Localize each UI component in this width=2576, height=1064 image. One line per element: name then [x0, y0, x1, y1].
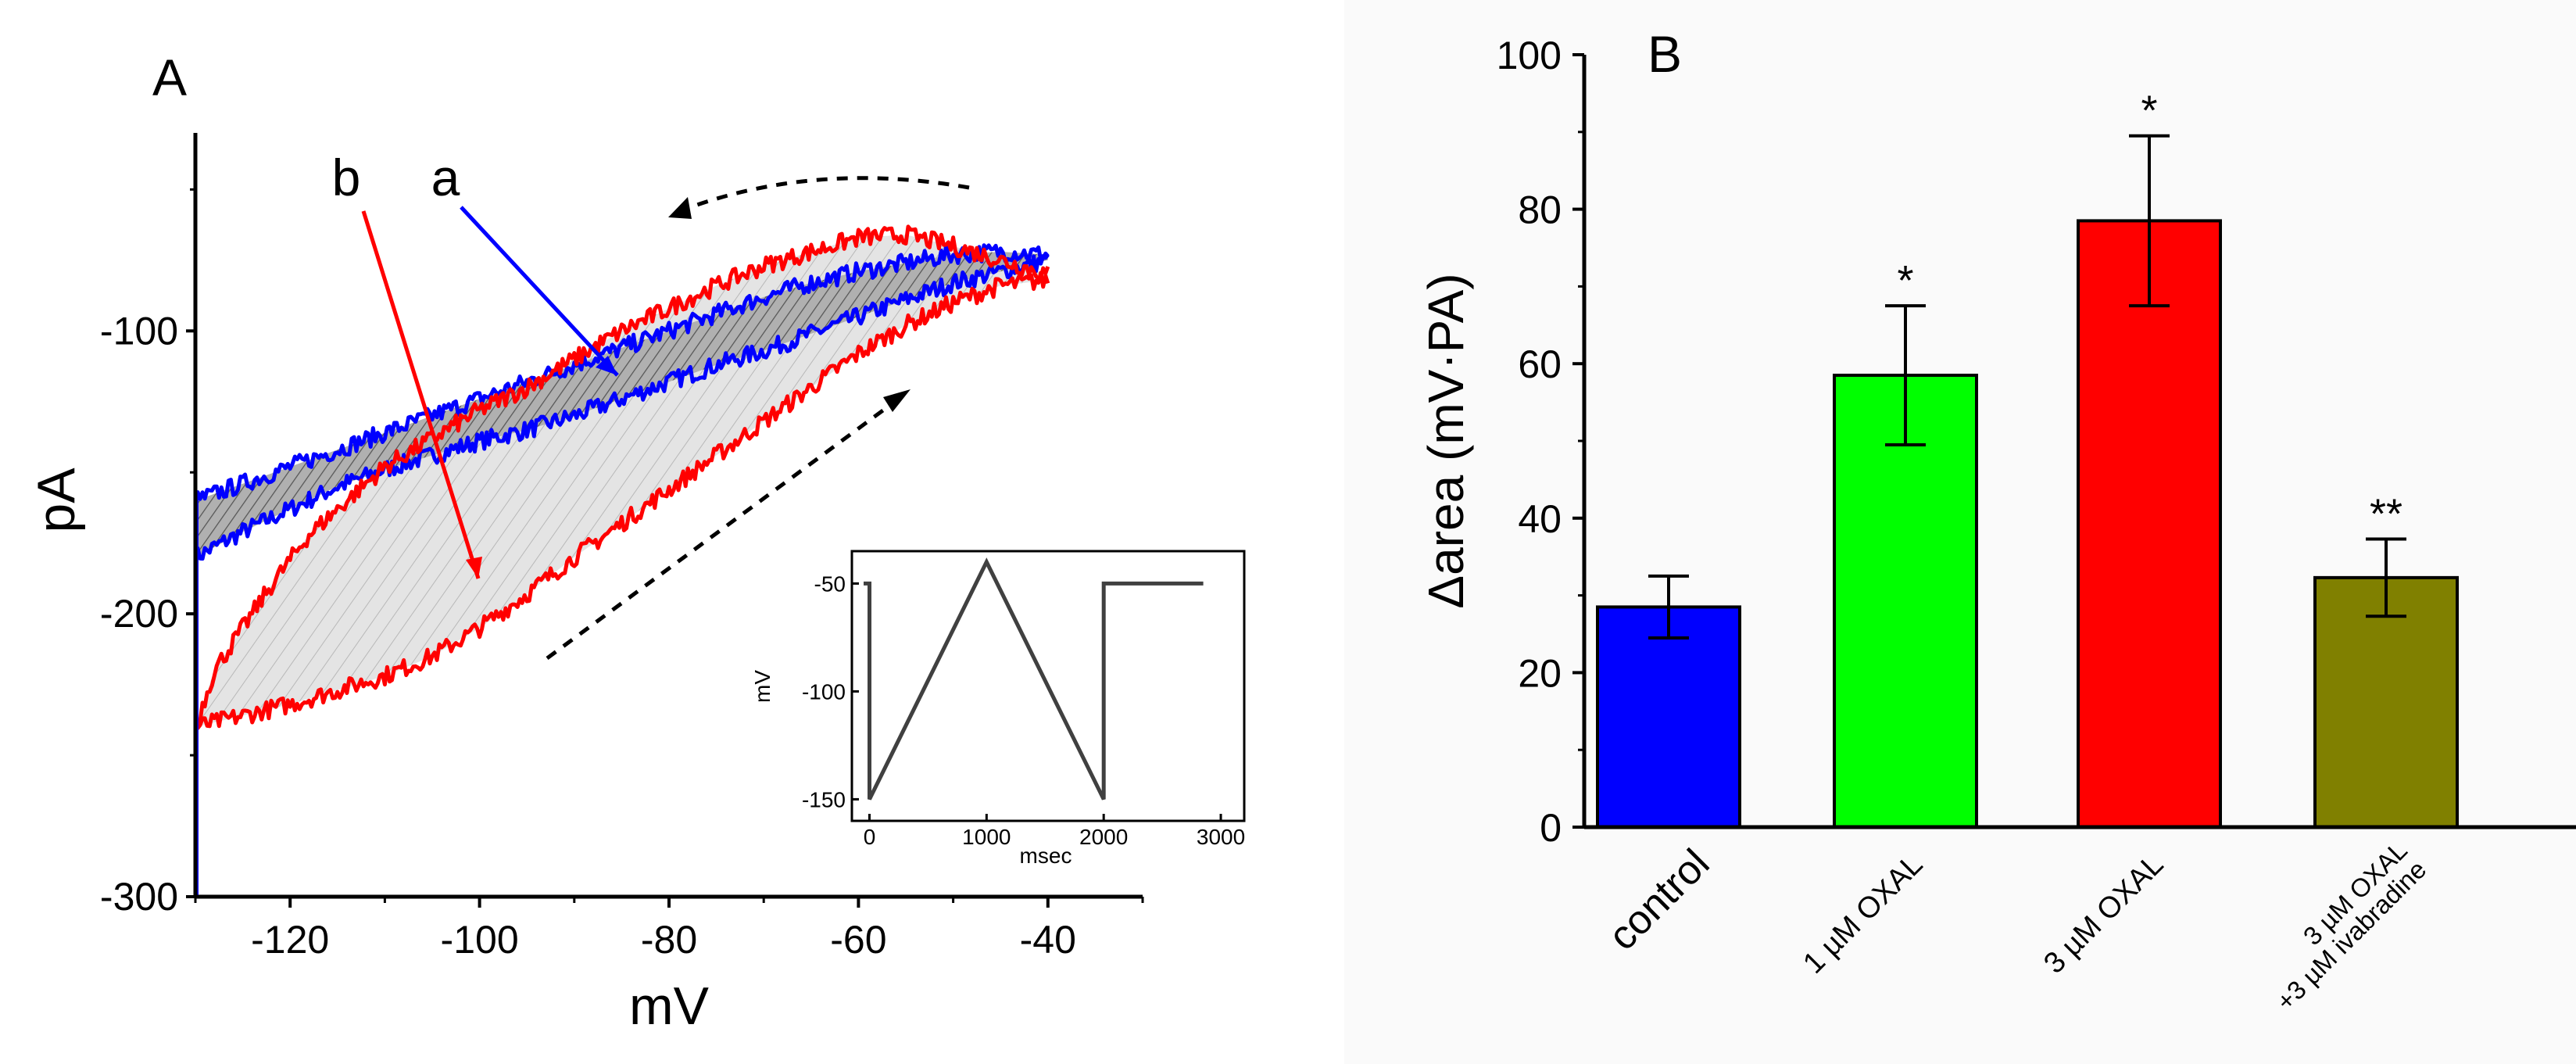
- inset-x-tick-label: 0: [864, 825, 876, 849]
- panel-b-label: B: [1648, 25, 1682, 83]
- voltage-protocol-inset: 0 1000 2000 3000 -50 -100 -150 msec mV: [750, 550, 1246, 868]
- a-x-tick-label: -40: [1020, 918, 1076, 962]
- hysteresis-area-b: [195, 235, 1048, 727]
- bar-2: [2077, 219, 2222, 829]
- a-x-ticks: -120 -100 -80 -60 -40: [194, 897, 1144, 962]
- a-x-tick-label: -80: [641, 918, 697, 962]
- annotation-a-arrow: [460, 206, 619, 377]
- a-x-tick-label: -120: [251, 918, 329, 962]
- annotation-b-arrow: [361, 210, 481, 579]
- a-x-tick-label: -100: [441, 918, 519, 962]
- b-y-axis-title: Δarea (mV·PA): [1418, 273, 1474, 608]
- inset-x-tick-label: 2000: [1079, 825, 1128, 849]
- b-y-ticks: 0 20 40 60 80 100: [1497, 34, 1584, 850]
- category-label-line: control: [1600, 840, 1718, 958]
- a-x-tick-label: -60: [830, 918, 886, 962]
- annotation-a-arrowhead: [596, 356, 617, 375]
- category-label: control: [1600, 840, 1718, 958]
- a-y-axis-title: pA: [27, 468, 86, 533]
- b-y-tick-label: 80: [1518, 188, 1562, 232]
- category-label: 3 µM OXAL+3 µM ivabradine: [2252, 836, 2432, 1016]
- panel-a-label: A: [152, 48, 187, 106]
- sweep-arrow-return: [679, 176, 970, 213]
- bars: ****: [1596, 88, 2459, 829]
- a-y-ticks: -100 -200 -300: [100, 188, 195, 919]
- trace-a-upper-branch: [193, 243, 1050, 508]
- category-label-line: 3 µM OXAL: [2038, 848, 2170, 980]
- category-label: 1 µM OXAL: [1797, 848, 1929, 980]
- a-y-tick-label: -100: [100, 309, 178, 353]
- trace-b-lower-branch: [194, 270, 1050, 730]
- inset-protocol-line: [864, 557, 1204, 801]
- b-y-tick-label: 0: [1540, 806, 1562, 850]
- annotation-b: b: [332, 149, 361, 206]
- significance-marker: *: [2141, 88, 2157, 134]
- significance-marker: *: [1897, 257, 1913, 304]
- significance-marker: **: [2370, 490, 2402, 537]
- inset-x-axis-title: msec: [1020, 844, 1072, 868]
- inset-x-tick-label: 3000: [1197, 825, 1245, 849]
- inset-x-tick-label: 1000: [962, 825, 1011, 849]
- panel-a: A -120 -100 -80 -60 -40 -100 -200 -300 mV pA a…: [27, 48, 1246, 1036]
- bar-3: [2313, 575, 2459, 829]
- inset-y-axis-title: mV: [750, 670, 775, 703]
- trace-a-lower-branch: [193, 253, 1050, 567]
- category-label-line: 1 µM OXAL: [1797, 848, 1929, 980]
- b-y-tick-label: 60: [1518, 342, 1562, 386]
- inset-y-tick-label: -150: [802, 787, 846, 811]
- sweep-arrow-forward-head: [883, 389, 911, 412]
- inset-protocol-trace: [864, 557, 1204, 801]
- a-y-tick-label: -200: [100, 592, 178, 636]
- sweep-arrow-return-head: [668, 197, 692, 219]
- a-x-axis-title: mV: [629, 976, 710, 1036]
- inset-y-tick-label: -100: [802, 679, 846, 704]
- inset-ticks: 0 1000 2000 3000 -50 -100 -150: [802, 571, 1245, 849]
- annotation-a: a: [431, 149, 460, 206]
- b-y-tick-label: 40: [1518, 497, 1562, 541]
- annotation-b-arrowhead: [466, 557, 482, 579]
- b-y-tick-label: 20: [1518, 651, 1562, 695]
- hysteresis-area-fills: [195, 235, 1048, 727]
- inset-y-tick-label: -50: [814, 571, 846, 596]
- a-y-tick-label: -300: [100, 875, 178, 919]
- b-y-tick-label: 100: [1497, 34, 1562, 77]
- trace-b-upper-branch: [193, 224, 1050, 728]
- bar-0: [1596, 605, 1741, 829]
- b-category-labels: control 1 µM OXAL 3 µM OXAL 3 µM OXAL+3 µM …: [1600, 836, 2431, 1016]
- category-label: 3 µM OXAL: [2038, 848, 2170, 980]
